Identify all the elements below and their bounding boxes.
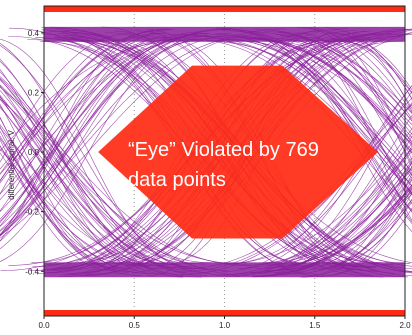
signal-trace [269, 185, 412, 267]
signal-trace [0, 39, 173, 184]
signal-trace [0, 60, 165, 265]
x-tick-label: 2.0 [399, 321, 411, 330]
signal-trace [331, 38, 412, 110]
signal-trace [261, 168, 412, 264]
signal-trace [0, 95, 153, 266]
x-tick-label: 1.0 [219, 321, 231, 330]
x-tick-label: 0.0 [38, 321, 50, 330]
signal-trace [339, 40, 412, 94]
signal-trace [0, 145, 143, 277]
y-tick-label: -0.2 [25, 208, 39, 217]
signal-trace [0, 33, 193, 223]
signal-trace [274, 188, 412, 276]
signal-trace [236, 37, 412, 143]
signal-trace [206, 40, 412, 176]
signal-trace [0, 97, 241, 277]
signal-trace [255, 38, 412, 195]
signal-trace [267, 40, 412, 135]
signal-trace [249, 162, 412, 273]
signal-trace [326, 178, 412, 264]
signal-trace [278, 31, 412, 221]
signal-trace [0, 34, 265, 232]
signal-trace [321, 207, 412, 277]
signal-trace [275, 33, 412, 122]
signal-trace [292, 198, 412, 275]
signal-trace [0, 32, 165, 181]
signal-trace [0, 86, 212, 263]
signal-trace [308, 27, 412, 161]
signal-trace [0, 34, 240, 236]
signal-trace [225, 39, 412, 145]
annotation-line-2: data points [128, 169, 226, 191]
signal-trace [0, 69, 156, 275]
signal-trace [313, 188, 412, 270]
signal-trace [321, 192, 412, 277]
signal-trace [252, 187, 412, 277]
signal-trace [0, 33, 133, 163]
signal-trace [0, 37, 189, 170]
signal-trace [0, 34, 197, 242]
signal-trace [0, 116, 120, 271]
signal-trace [0, 38, 192, 268]
signal-trace [222, 30, 412, 145]
signal-trace [0, 107, 206, 270]
signal-trace [328, 198, 412, 264]
signal-trace [0, 139, 116, 272]
signal-trace [331, 32, 412, 113]
signal-trace [0, 29, 175, 236]
signal-trace [341, 37, 412, 91]
signal-trace [218, 38, 412, 179]
signal-trace [0, 96, 163, 269]
signal-trace [265, 186, 412, 272]
annotation-line-1: “Eye” Violated by 769 [128, 139, 319, 161]
upper-limit-line [44, 5, 405, 12]
signal-trace [205, 35, 412, 172]
signal-trace [0, 28, 170, 182]
x-tick-label: 0.5 [129, 321, 141, 330]
signal-trace [0, 135, 150, 274]
signal-trace [253, 178, 412, 278]
signal-trace [280, 35, 412, 144]
y-tick-label: 0.4 [28, 29, 40, 38]
lower-limit-line [44, 310, 405, 317]
tick-labels: 0.0 0.5 1.0 1.5 2.0 0.4 0.2 0.0 -0.2 -0.4 [25, 29, 411, 330]
signal-trace [216, 148, 412, 276]
y-tick-label: -0.4 [25, 267, 39, 276]
signal-trace [302, 37, 412, 120]
signal-trace [0, 37, 216, 231]
signal-trace [275, 171, 412, 274]
signal-trace [250, 166, 412, 274]
signal-trace [294, 32, 412, 165]
signal-trace [250, 31, 412, 139]
signal-trace [264, 167, 412, 266]
signal-trace [0, 77, 206, 265]
signal-trace [328, 38, 412, 95]
signal-trace [218, 143, 412, 265]
signal-trace [0, 35, 206, 201]
mask-hexagon [98, 65, 378, 239]
signal-trace [302, 160, 412, 278]
y-tick-label: 0.0 [28, 148, 40, 157]
signal-trace [0, 40, 203, 237]
signal-trace [268, 37, 412, 114]
signal-trace [264, 31, 412, 122]
signal-trace [249, 115, 412, 275]
signal-trace [194, 35, 412, 187]
y-tick-label: 0.2 [28, 88, 40, 97]
eye-mask [98, 65, 378, 239]
signal-trace [0, 31, 201, 236]
x-tick-label: 1.5 [309, 321, 321, 330]
signal-trace [276, 135, 412, 276]
signal-trace [239, 36, 412, 152]
mask-limit-lines [44, 5, 405, 317]
signal-trace [222, 28, 412, 194]
signal-trace [246, 157, 412, 268]
signal-trace [0, 148, 184, 269]
signal-trace [278, 32, 412, 176]
signal-trace [0, 137, 149, 267]
signal-trace [0, 29, 230, 195]
